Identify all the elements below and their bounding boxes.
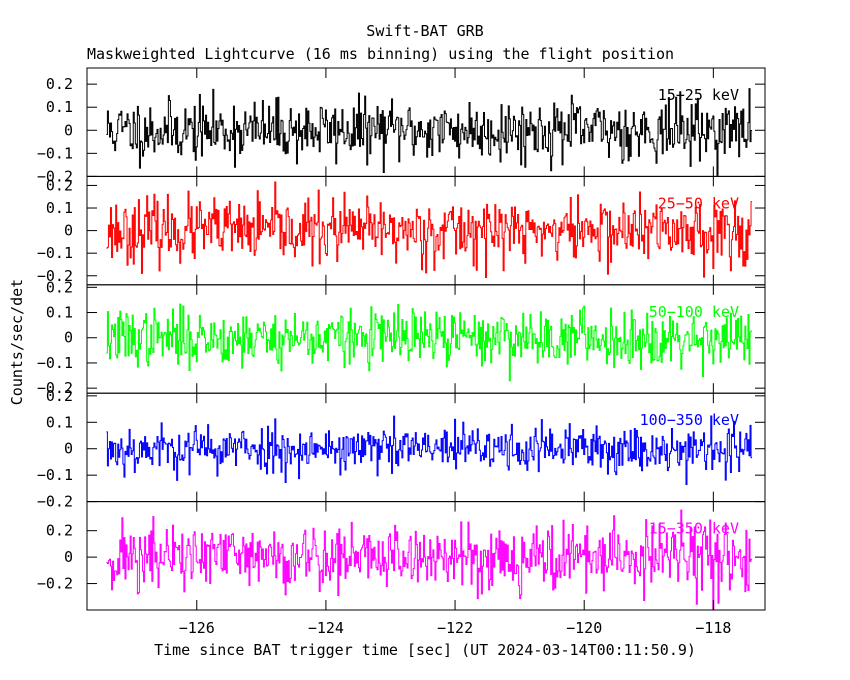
series-line-3 — [106, 303, 753, 382]
panel-2: −0.2 −0.1 0 0.1 0.2 25−50 keV — [37, 175, 766, 286]
series-line-2 — [106, 181, 753, 278]
y-tick-label: 0 — [64, 548, 73, 566]
y-axis-label: Counts/sec/det — [8, 279, 26, 405]
y-tick-label: 0.2 — [46, 522, 73, 540]
y-tick-label: −0.2 — [37, 379, 73, 397]
y-tick-label: 0 — [64, 440, 73, 458]
panel-1: −0.2 −0.1 0 0.1 0.2 15−25 keV — [37, 67, 766, 185]
x-tick-label: −120 — [566, 619, 602, 637]
series-line-1 — [106, 88, 753, 176]
y-tick-label: −0.2 — [37, 167, 73, 185]
y-tick-label: 0.1 — [46, 199, 73, 217]
panel-3: −0.2 −0.1 0 0.1 0.2 50−100 keV — [37, 278, 766, 397]
y-tick-label: 0.2 — [46, 387, 73, 405]
y-tick-label: 0.2 — [46, 278, 73, 296]
chart-subtitle: Maskweighted Lightcurve (16 ms binning) … — [87, 45, 674, 63]
y-tick-label: 0.2 — [46, 176, 73, 194]
band-label: 50−100 keV — [649, 303, 739, 321]
band-label: 25−50 keV — [658, 194, 739, 212]
y-tick-label: 0.1 — [46, 98, 73, 116]
band-label: 15−350 keV — [649, 520, 739, 538]
y-tick-label: 0.1 — [46, 304, 73, 322]
x-tick-label: −126 — [179, 619, 215, 637]
y-tick-label: −0.1 — [37, 466, 73, 484]
y-tick-label: −0.2 — [37, 267, 73, 285]
panels-group: −0.2 −0.1 0 0.1 0.2 15−25 keV −0.2 −0.1 0 0.1 0.2 2… — [37, 67, 766, 611]
y-tick-label: 0.1 — [46, 413, 73, 431]
y-tick-label: 0 — [64, 121, 73, 139]
y-tick-label: 0 — [64, 329, 73, 347]
x-axis-ticks: −126 −124 −122 −120 −118 — [179, 619, 732, 637]
panel-5: −0.2 0 0.2 15−350 keV — [37, 501, 766, 611]
y-tick-label: −0.2 — [37, 575, 73, 593]
x-axis-label: Time since BAT trigger time [sec] (UT 20… — [154, 641, 696, 659]
band-label: 100−350 keV — [640, 411, 739, 429]
y-tick-label: 0 — [64, 222, 73, 240]
chart-title: Swift-BAT GRB — [366, 22, 483, 40]
y-tick-label: −0.1 — [37, 244, 73, 262]
x-tick-label: −118 — [695, 619, 731, 637]
y-tick-label: −0.1 — [37, 144, 73, 162]
x-tick-label: −124 — [308, 619, 344, 637]
series-line-4 — [106, 415, 753, 485]
panel-4: −0.2 −0.1 0 0.1 0.2 100−350 keV — [37, 387, 766, 511]
x-tick-label: −122 — [437, 619, 473, 637]
series-line-5 — [106, 509, 753, 611]
y-tick-label: −0.1 — [37, 354, 73, 372]
panel-frame — [86, 501, 766, 611]
band-label: 15−25 keV — [658, 86, 739, 104]
y-tick-label: −0.2 — [37, 493, 73, 511]
y-tick-label: 0.2 — [46, 75, 73, 93]
